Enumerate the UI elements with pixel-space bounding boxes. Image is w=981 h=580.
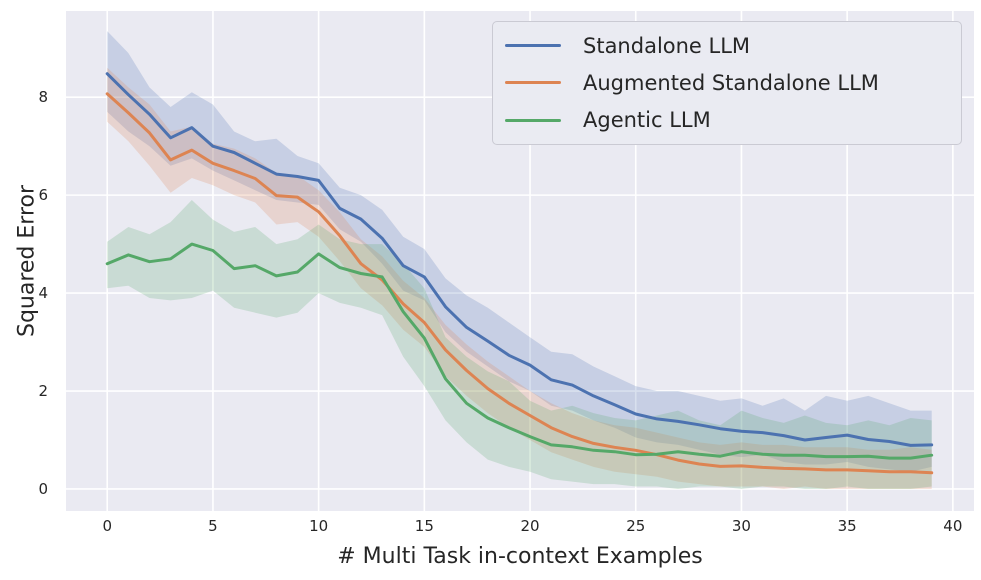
y-tick-label-2: 2 bbox=[38, 382, 48, 401]
legend-item-agentic-llm: Agentic LLM bbox=[505, 102, 949, 139]
y-tick-label-4: 4 bbox=[38, 284, 48, 303]
x-tick-label-5: 5 bbox=[208, 517, 218, 535]
confidence-band-augmented-standalone-llm bbox=[107, 67, 932, 490]
x-tick-label-35: 35 bbox=[837, 517, 857, 535]
legend-line-sample-agentic-llm bbox=[505, 118, 561, 122]
x-tick-label-15: 15 bbox=[414, 517, 434, 535]
legend-item-augmented-standalone-llm: Augmented Standalone LLM bbox=[505, 64, 949, 101]
line-augmented-standalone-llm bbox=[105, 92, 934, 475]
legend-line-sample-standalone-llm bbox=[505, 44, 561, 48]
x-tick-label-40: 40 bbox=[943, 517, 963, 535]
confidence-band-standalone-llm bbox=[107, 31, 932, 472]
legend-item-standalone-llm: Standalone LLM bbox=[505, 27, 949, 64]
legend-label: Agentic LLM bbox=[583, 108, 711, 133]
x-tick-label-0: 0 bbox=[102, 517, 112, 535]
x-tick-label-20: 20 bbox=[520, 517, 540, 535]
legend: Standalone LLM Augmented Standalone LLM … bbox=[492, 21, 962, 145]
y-tick-label-0: 0 bbox=[38, 479, 48, 498]
y-axis-label: Squared Error bbox=[14, 184, 40, 338]
x-axis-label: # Multi Task in-context Examples bbox=[337, 544, 703, 569]
line-standalone-llm bbox=[105, 72, 934, 447]
legend-label: Augmented Standalone LLM bbox=[583, 70, 879, 95]
line-agentic-llm bbox=[105, 242, 934, 460]
x-tick-label-25: 25 bbox=[626, 517, 646, 535]
legend-label: Standalone LLM bbox=[583, 33, 751, 58]
x-tick-label-30: 30 bbox=[731, 517, 751, 535]
y-tick-label-8: 8 bbox=[38, 88, 48, 107]
legend-line-sample-augmented-standalone-llm bbox=[505, 81, 561, 85]
x-tick-label-10: 10 bbox=[309, 517, 329, 535]
confidence-band-agentic-llm bbox=[107, 200, 932, 489]
y-tick-label-6: 6 bbox=[38, 186, 48, 205]
